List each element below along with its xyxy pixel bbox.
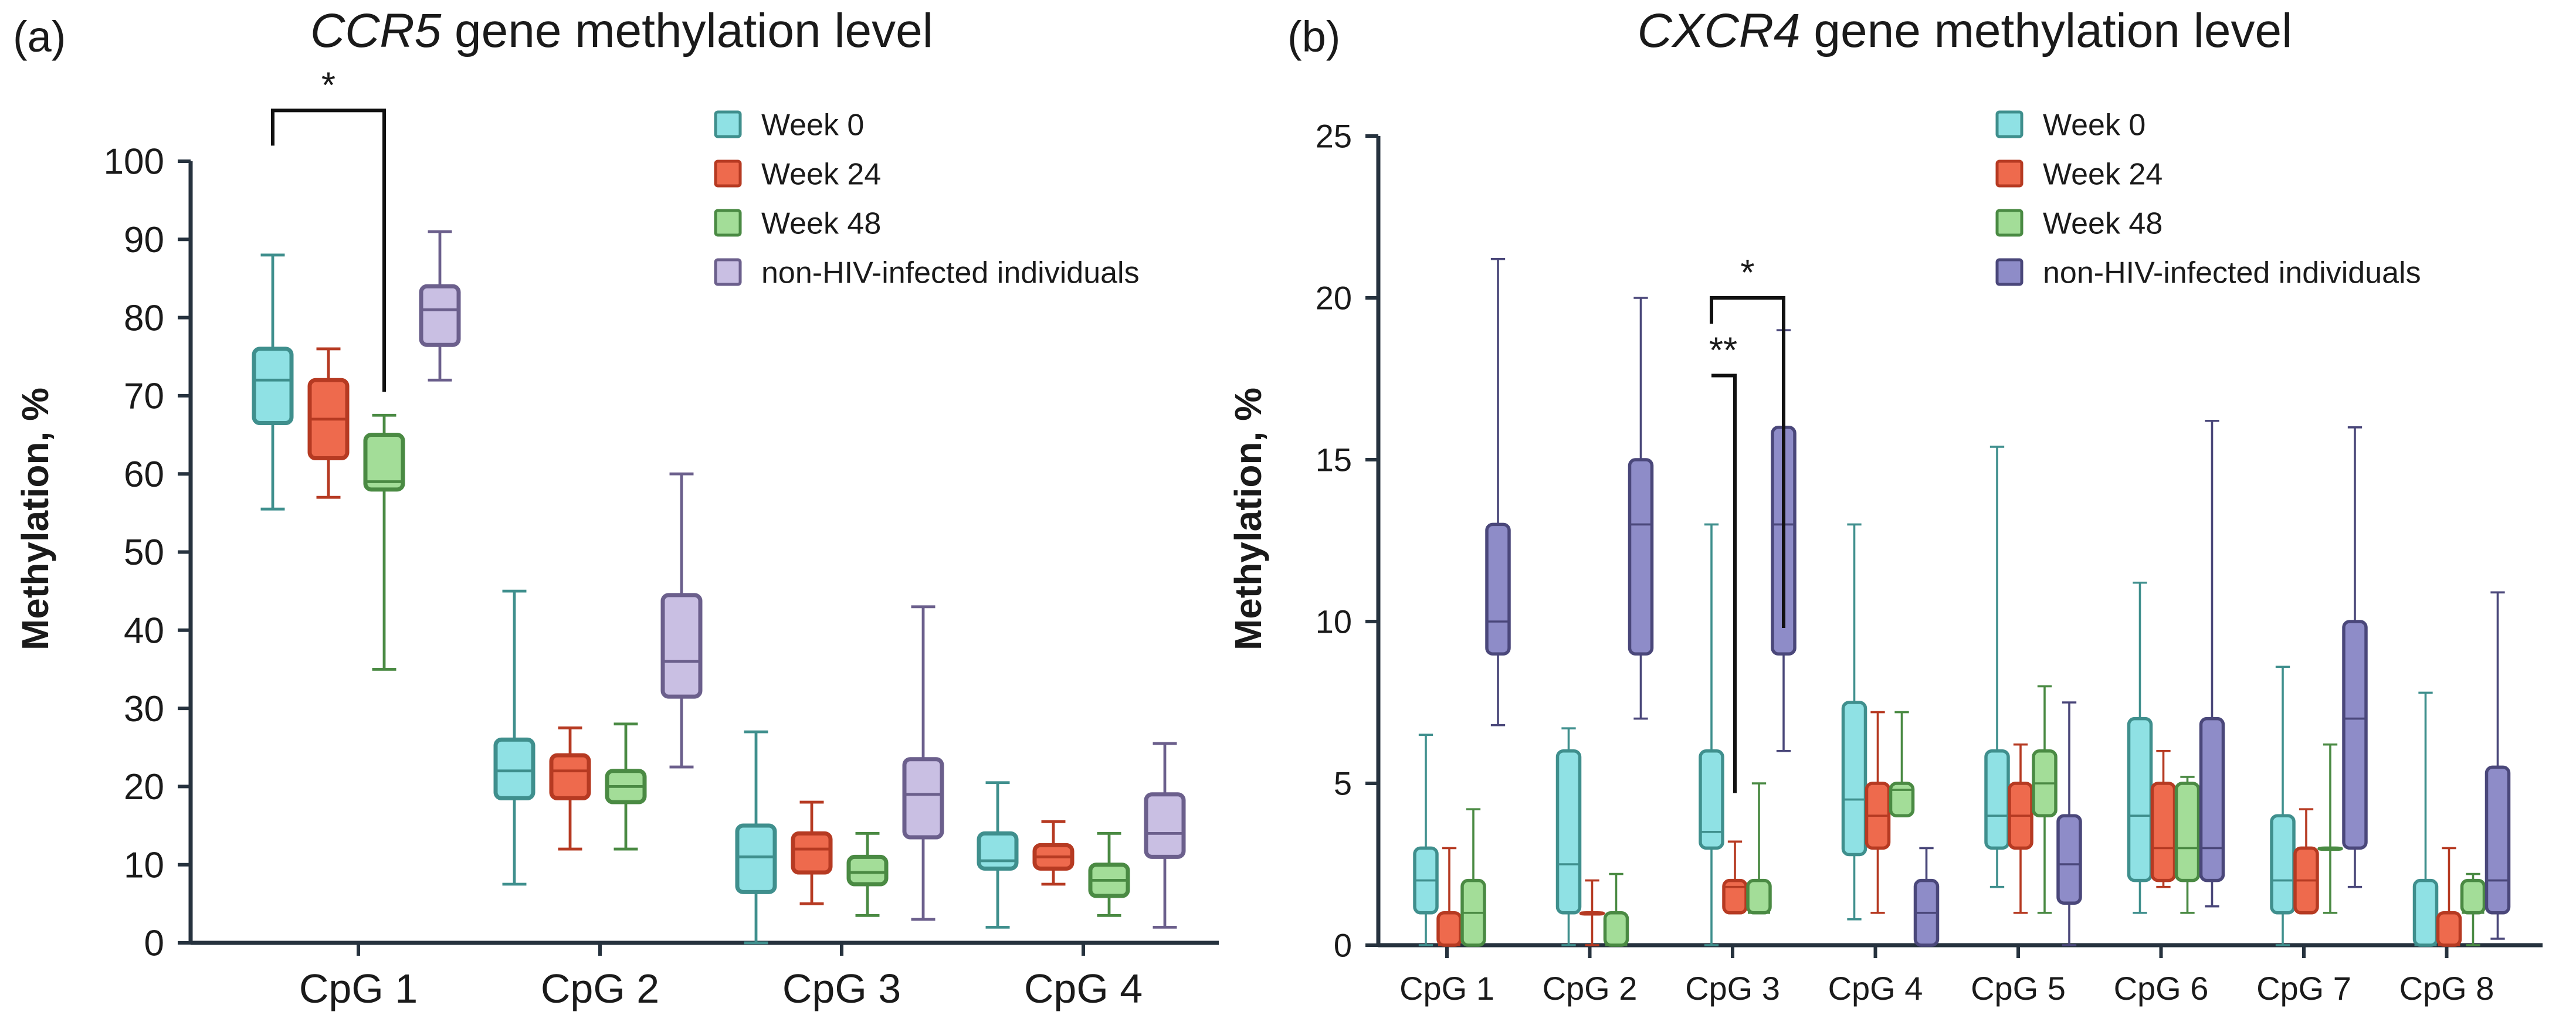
box-body [1144,792,1186,859]
box-body [2485,765,2511,915]
legend-swatch [714,258,742,286]
box-body [2127,717,2153,882]
box-body [1628,458,1654,656]
panel-a-title-gene: CCR5 [310,4,442,57]
box-body [902,757,944,840]
x-tick-label: CpG 8 [2399,970,2494,1007]
significance-label: * [321,65,335,106]
y-tick-label: 30 [124,689,164,729]
box-body [1603,911,1629,947]
box-body [252,347,294,426]
y-tick-label: 40 [124,611,164,651]
x-tick-label: CpG 2 [1543,970,1638,1007]
x-tick-label: CpG 7 [2256,970,2351,1007]
legend-swatch [1995,258,2023,286]
box-body [2150,782,2177,882]
panel-b-title-gene: CXCR4 [1638,4,1801,57]
x-tick-label: CpG 5 [1971,970,2066,1007]
box-body [660,593,703,699]
x-tick-label: CpG 1 [1399,970,1494,1007]
box-body [2174,782,2201,882]
significance-label: ** [1709,330,1737,371]
panel-b-title-rest: gene methylation level [1801,4,2293,57]
y-tick-label: 25 [1316,118,1352,155]
box-body [1485,522,1511,656]
x-tick-label: CpG 3 [782,966,901,1011]
box-body [549,753,591,800]
box-body [419,284,461,347]
box-body [2436,911,2462,947]
legend-swatch [714,159,742,188]
panel-b-label: (b) [1287,12,1340,61]
box-body [977,831,1019,871]
legend-swatch [1995,209,2023,237]
y-tick-label: 100 [104,142,164,182]
y-tick-label: 60 [124,454,164,495]
box-body [1889,782,1915,817]
box-body [1746,878,1772,915]
significance-bracket [1710,296,1785,629]
legend-label: Week 48 [2043,207,2163,241]
y-tick-label: 20 [1316,280,1352,317]
y-tick-label: 80 [124,298,164,338]
legend-swatch [1995,159,2023,188]
box-body [1699,749,1724,850]
panel-a-chart: 0 10 20 30 40 50 60 70 80 90 100 CpG 1 CpG 2 CpG 3 CpG… [104,65,1219,1011]
y-tick-label: 0 [144,923,164,964]
panel-a-title-rest: gene methylation level [441,4,933,57]
box-body [1436,911,1462,947]
x-tick-label: CpG 4 [1024,966,1143,1011]
y-tick-label: 50 [124,532,164,573]
y-tick-label: 70 [124,376,164,417]
legend-swatch [714,209,742,237]
box-body [846,854,889,887]
box-body [2056,814,2082,905]
box-body [1722,878,1748,915]
significance-bracket [271,108,386,392]
x-tick-label: CpG 4 [1828,970,1923,1007]
box-body [493,737,535,800]
box-body [1841,701,1867,857]
y-tick-label: 20 [124,767,164,807]
legend-swatch [1995,110,2023,138]
panel-b-y-label: Methylation, % [1227,388,1269,650]
y-tick-label: 10 [1316,603,1352,640]
legend-label: Week 24 [2043,158,2163,192]
legend-label: Week 48 [761,207,881,241]
box-body [1555,749,1582,915]
legend-label: Week 24 [761,158,881,192]
y-tick-label: 15 [1316,442,1352,478]
box-body [2342,620,2368,850]
legend-label: Week 0 [761,108,864,142]
panel-b-chart: 0 5 10 15 20 25 CpG 1 CpG 2 CpG 3 CpG 4 CpG 5 CpG 6… [1316,108,2543,1007]
significance-label: * [1740,253,1754,293]
box-body [2270,814,2296,915]
legend-swatch [714,110,742,138]
legend-label: non-HIV-infected individuals [761,256,1140,290]
box-body [791,831,833,875]
box-body [1984,749,2010,850]
panel-a-title: CCR5 gene methylation level [310,4,933,57]
panel-a-y-label: Methylation, % [14,388,56,650]
panel-b-title: CXCR4 gene methylation level [1638,4,2293,57]
y-tick-label: 5 [1334,765,1352,802]
y-tick-label: 10 [124,845,164,885]
box-body [735,823,777,894]
box-body [2199,717,2225,882]
x-tick-label: CpG 1 [299,966,418,1011]
box-body [2412,878,2439,947]
legend-label: Week 0 [2043,108,2145,142]
panel-a-label: (a) [13,12,66,61]
box-body [363,433,405,492]
x-tick-label: CpG 3 [1685,970,1780,1007]
y-tick-label: 90 [124,220,164,260]
legend-label: non-HIV-infected individuals [2043,256,2421,290]
box-body [2460,878,2486,915]
x-tick-label: CpG 2 [541,966,659,1011]
y-tick-label: 0 [1334,927,1352,964]
significance-bracket [1711,374,1737,793]
x-tick-label: CpG 6 [2114,970,2209,1007]
